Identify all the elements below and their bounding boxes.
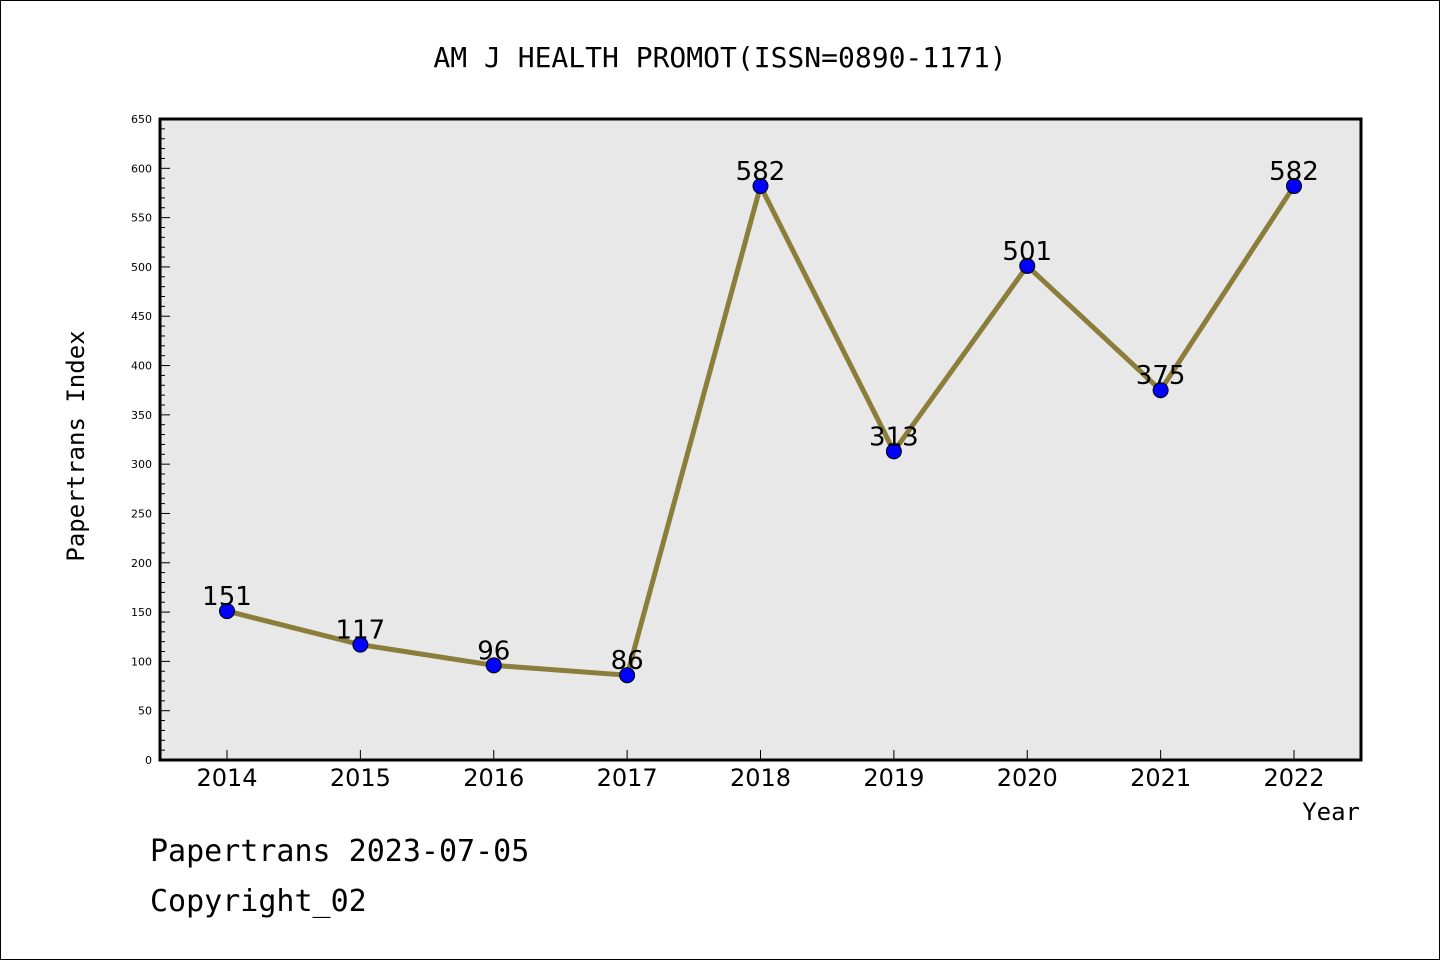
y-tick-label: 50 — [138, 705, 152, 718]
y-tick-label: 450 — [131, 310, 152, 323]
data-label: 582 — [1269, 157, 1319, 187]
data-point-marker — [1152, 382, 1169, 399]
x-tick-label: 2019 — [863, 764, 924, 792]
x-tick-label: 2016 — [463, 764, 524, 792]
y-tick-label: 350 — [131, 409, 152, 422]
series-markers — [219, 178, 1302, 684]
y-tick-label: 300 — [131, 458, 152, 471]
data-point-marker — [352, 636, 369, 653]
data-label: 313 — [869, 422, 919, 452]
x-tick-label: 2020 — [997, 764, 1058, 792]
data-label: 96 — [477, 636, 510, 666]
y-tick-label: 100 — [131, 655, 152, 668]
data-label: 375 — [1136, 361, 1186, 391]
data-labels: 151 117 96 86 582 313 501 375 582 — [202, 157, 1319, 676]
x-axis-ticks — [226, 750, 1295, 760]
x-tick-label: 2014 — [196, 764, 257, 792]
y-tick-label: 650 — [131, 113, 152, 126]
plot-area — [160, 119, 1361, 760]
x-axis-tick-labels: 2014 2015 2016 2017 2018 2019 2020 2021 2022 — [196, 764, 1324, 792]
data-label: 117 — [336, 616, 386, 646]
y-tick-label: 200 — [131, 557, 152, 570]
data-point-marker — [1286, 178, 1302, 195]
plot-border — [158, 117, 1363, 762]
data-label: 501 — [1002, 237, 1052, 267]
data-point-marker — [485, 657, 502, 674]
x-tick-label: 2018 — [730, 764, 791, 792]
footer-copyright-text: Copyright_02 — [150, 884, 367, 919]
y-axis-tick-labels: 0 50 100 150 200 250 300 350 400 450 500 550 600 650 — [131, 113, 152, 767]
data-label: 86 — [611, 646, 644, 676]
y-tick-label: 550 — [131, 212, 152, 225]
data-point-marker — [885, 443, 902, 460]
x-tick-label: 2022 — [1263, 764, 1324, 792]
y-tick-label: 150 — [131, 606, 152, 619]
data-point-marker — [1019, 257, 1036, 274]
y-tick-label: 0 — [145, 754, 152, 767]
data-point-marker — [752, 178, 769, 195]
footer-date-text: Papertrans 2023-07-05 — [150, 834, 530, 869]
y-tick-label: 500 — [131, 261, 152, 274]
data-label: 582 — [736, 157, 786, 187]
chart-title: AM J HEALTH PROMOT(ISSN=0890-1171) — [433, 41, 1006, 74]
y-tick-label: 600 — [131, 162, 152, 175]
x-axis-label: Year — [1302, 798, 1360, 826]
x-tick-label: 2021 — [1130, 764, 1191, 792]
y-tick-label: 250 — [131, 507, 152, 520]
x-tick-label: 2017 — [597, 764, 658, 792]
y-tick-label: 400 — [131, 360, 152, 373]
x-tick-label: 2015 — [330, 764, 391, 792]
data-point-marker — [219, 603, 235, 620]
data-label: 151 — [202, 582, 252, 612]
y-axis-label: Papertrans Index — [62, 330, 90, 561]
data-point-marker — [619, 667, 636, 684]
